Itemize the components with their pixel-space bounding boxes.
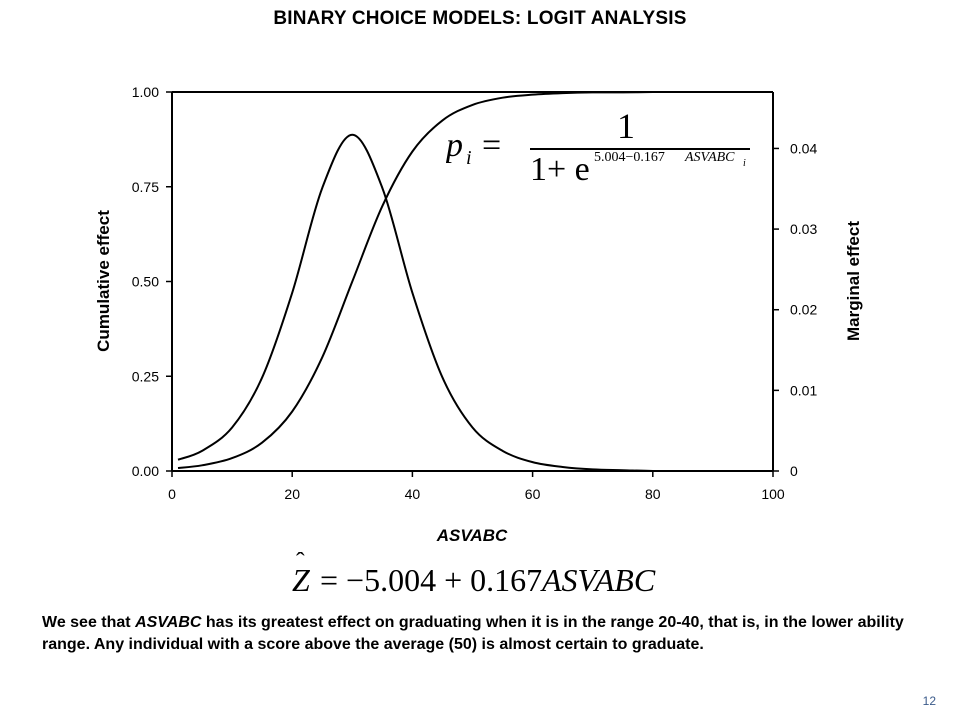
page-number: 12 — [922, 694, 936, 708]
x-axis: 0 20 40 60 80 100 — [168, 471, 785, 502]
formula-equals: = — [482, 127, 501, 164]
right-y-axis: 0 0.01 0.02 0.03 0.04 — [773, 140, 817, 479]
x-tick-label: 100 — [761, 486, 785, 502]
paragraph-part2: has its greatest effect on graduating wh… — [42, 614, 904, 653]
equation-lhs: Z — [292, 562, 311, 598]
right-axis-title: Marginal effect — [844, 221, 863, 341]
right-tick-label: 0.03 — [790, 221, 817, 237]
x-tick-label: 80 — [645, 486, 661, 502]
paragraph-part1: We see that — [42, 614, 136, 631]
formula-exponent-var: ASVABC — [684, 150, 735, 165]
left-tick-label: 0.00 — [132, 463, 159, 479]
formula-denominator: 1+ e — [530, 151, 590, 184]
x-axis-title: ASVABC — [436, 526, 508, 545]
left-tick-label: 0.50 — [132, 274, 159, 290]
cumulative-effect-line — [177, 90, 773, 469]
series-layer — [177, 90, 773, 473]
formula-exponent-sub: i — [743, 158, 746, 169]
logistic-formula: p i = 1 1+ e 5.004−0.167 ASVABC i — [446, 106, 750, 184]
x-tick-label: 20 — [284, 486, 300, 502]
page-title: BINARY CHOICE MODELS: LOGIT ANALYSIS — [273, 8, 687, 29]
right-tick-label: 0.04 — [790, 140, 817, 156]
formula-lhs-sub: i — [466, 147, 472, 169]
x-tick-label: 40 — [405, 486, 421, 502]
equation-hat: ˆ — [296, 552, 305, 576]
x-tick-label: 60 — [525, 486, 541, 502]
left-tick-label: 0.25 — [132, 368, 159, 384]
equation-rhs: = −5.004 + 0.167 — [320, 562, 542, 598]
right-tick-label: 0.01 — [790, 382, 817, 398]
marginal-effect-line — [177, 133, 773, 473]
left-tick-label: 1.00 — [132, 84, 159, 100]
equation-rhs-var: ASVABC — [540, 562, 656, 598]
right-tick-label: 0 — [790, 463, 798, 479]
formula-lhs: p — [446, 127, 463, 164]
fitted-equation: Z ˆ = −5.004 + 0.167 ASVABC — [292, 552, 656, 598]
formula-numerator: 1 — [617, 106, 635, 146]
left-axis-title: Cumulative effect — [94, 210, 113, 352]
formula-exponent: 5.004−0.167 — [594, 150, 665, 165]
explanation-paragraph: We see that ASVABC has its greatest effe… — [42, 612, 922, 656]
left-y-axis: 0.00 0.25 0.50 0.75 1.00 — [132, 84, 172, 479]
left-tick-label: 0.75 — [132, 179, 159, 195]
paragraph-var: ASVABC — [135, 614, 202, 631]
x-tick-label: 0 — [168, 486, 176, 502]
right-tick-label: 0.02 — [790, 302, 817, 318]
